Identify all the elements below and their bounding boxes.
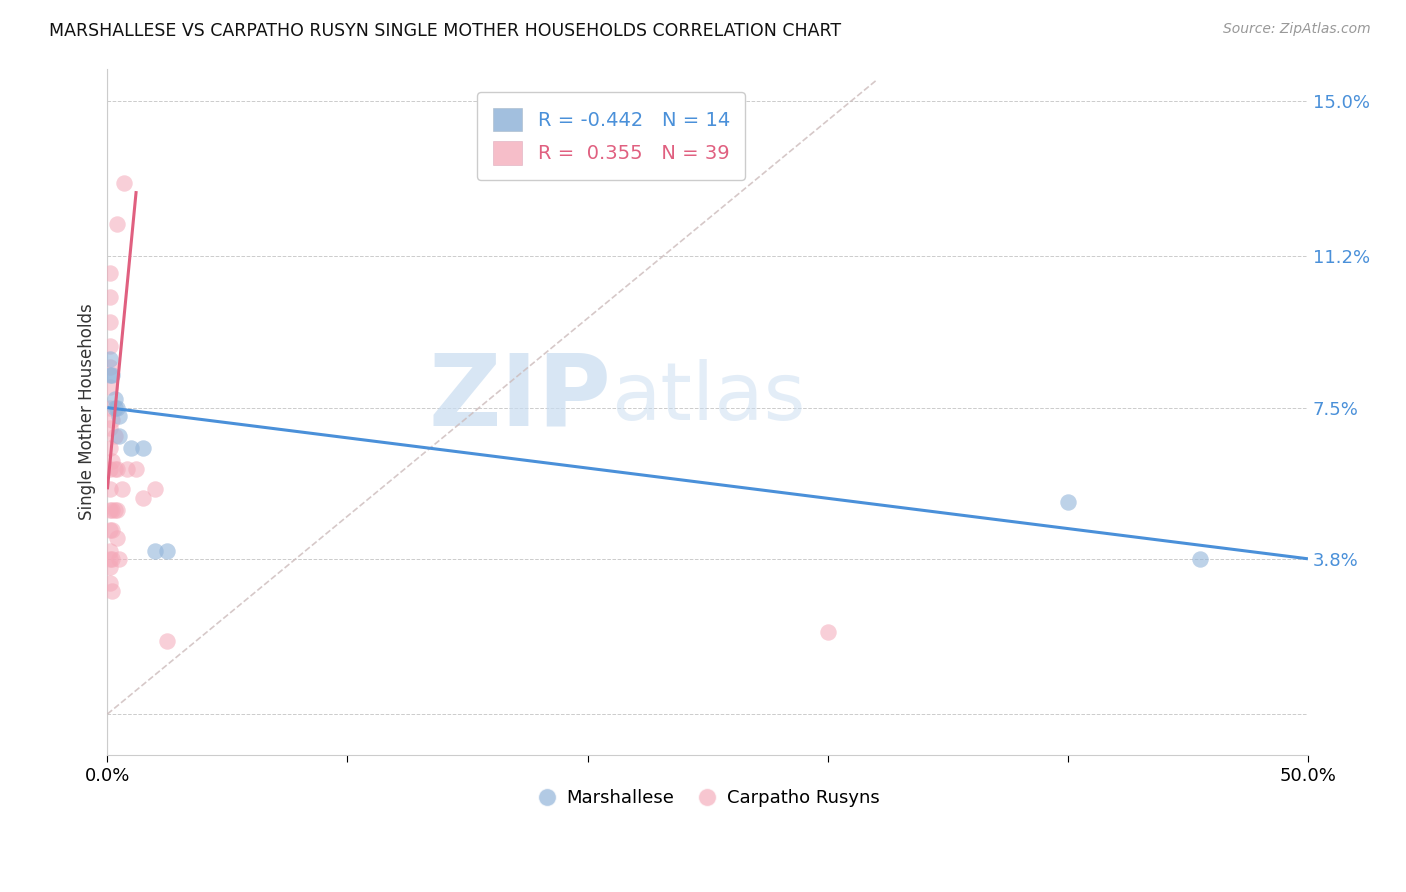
Point [111,483,134,497]
Point [112,176,135,190]
Text: atlas: atlas [612,359,806,437]
Text: MARSHALLESE VS CARPATHO RUSYN SINGLE MOTHER HOUSEHOLDS CORRELATION CHART: MARSHALLESE VS CARPATHO RUSYN SINGLE MOT… [49,22,841,40]
Point [156,543,179,558]
Point [98,401,121,415]
Point [98,462,121,476]
Point [98,576,121,591]
Point [1056,494,1078,508]
Point [105,532,128,546]
Point [98,523,121,537]
Point [98,551,121,566]
Point [98,442,121,456]
Point [125,462,148,476]
Point [98,502,121,516]
Point [103,462,125,476]
Point [105,401,128,415]
Point [156,633,179,648]
Point [132,442,155,456]
Point [98,290,121,304]
Point [132,491,155,505]
Y-axis label: Single Mother Households: Single Mother Households [79,303,96,520]
Point [101,454,124,468]
Point [105,502,128,516]
Point [98,421,121,435]
Point [103,429,125,443]
Point [98,380,121,394]
Point [98,543,121,558]
Point [108,409,131,423]
Point [101,502,124,516]
Point [120,442,142,456]
Point [103,401,125,415]
Point [103,502,125,516]
Text: Source: ZipAtlas.com: Source: ZipAtlas.com [1223,22,1371,37]
Point [101,523,124,537]
Point [98,266,121,280]
Point [98,368,121,382]
Point [145,483,167,497]
Point [103,392,125,407]
Point [98,359,121,374]
Point [98,351,121,366]
Point [98,315,121,329]
Point [108,551,131,566]
Text: ZIP: ZIP [429,350,612,447]
Point [101,413,124,427]
Point [105,217,128,231]
Point [101,584,124,599]
Point [101,551,124,566]
Point [115,462,138,476]
Point [1188,551,1211,566]
Point [108,429,131,443]
Point [145,543,167,558]
Point [98,560,121,574]
Point [817,625,839,640]
Point [101,368,124,382]
Legend: Marshallese, Carpatho Rusyns: Marshallese, Carpatho Rusyns [529,782,887,814]
Point [105,462,128,476]
Point [98,483,121,497]
Point [98,339,121,353]
